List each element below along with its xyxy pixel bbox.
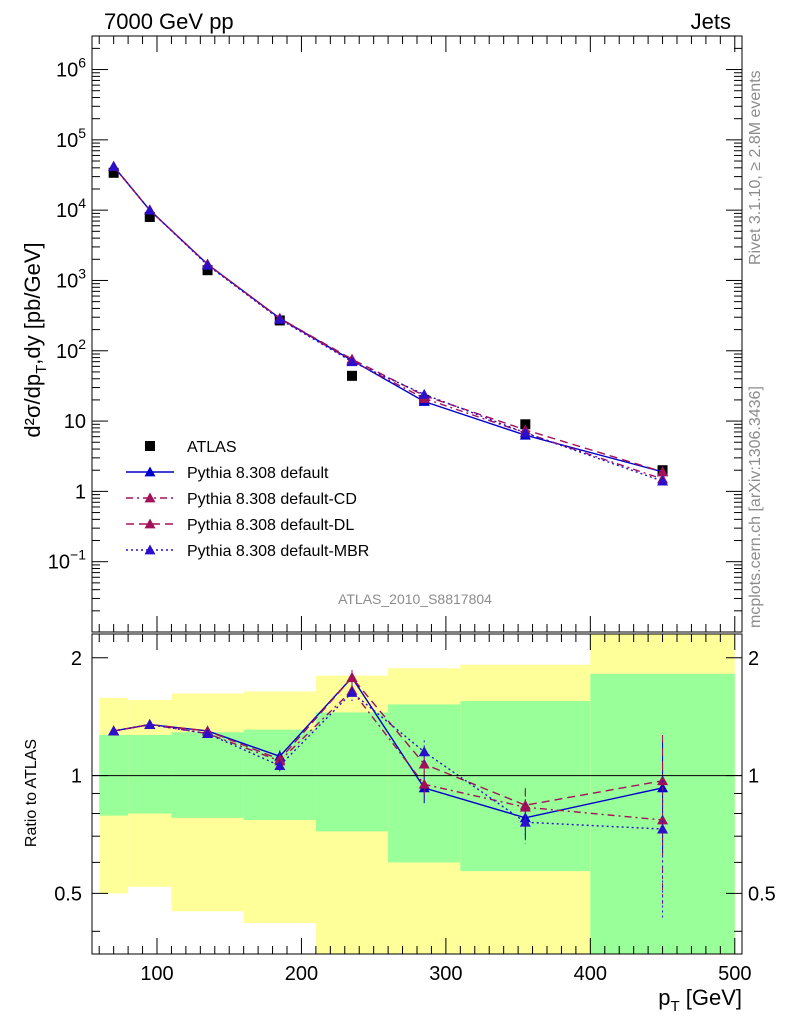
ratio-series-point [202, 728, 214, 739]
ratio-series-point [144, 719, 156, 729]
ratio-uncertainty-bands [99, 634, 735, 954]
green-band-1 [128, 734, 172, 814]
ratio-series-point [346, 687, 358, 697]
main-series-point [346, 356, 358, 367]
green-band-3 [243, 729, 316, 820]
atlas-data-point [347, 370, 357, 381]
ratio-ytick-label-right: 0.5 [748, 883, 776, 905]
ratio-panel-curves [108, 670, 669, 920]
main-ytick-label: 104 [56, 195, 86, 222]
header-right-label: Jets [691, 9, 731, 34]
x-axis-label: pT [GeV] [658, 985, 742, 1015]
ratio-series-point [418, 758, 430, 769]
xtick-label: 300 [429, 963, 462, 985]
main-series-0 [108, 167, 668, 476]
ratio-series-point [418, 778, 430, 789]
legend-item-3: Pythia 8.308 default-DL [126, 517, 354, 534]
rivet-version-label: Rivet 3.1.10, ≥ 2.8M events [747, 70, 764, 265]
xtick-label: 500 [718, 963, 751, 985]
legend-label: Pythia 8.308 default-CD [187, 491, 357, 508]
ratio-series-point [274, 753, 286, 764]
legend-item-4: Pythia 8.308 default-MBR [126, 543, 369, 560]
ratio-series-point [108, 725, 120, 736]
main-series-point [108, 160, 120, 171]
green-band-6 [460, 701, 591, 872]
main-series-point [657, 475, 669, 486]
ratio-ytick-label: 2 [71, 648, 82, 670]
main-series-3 [108, 160, 669, 477]
main-ytick-label: 1 [75, 481, 86, 503]
main-series-point [202, 259, 214, 270]
main-series-1 [108, 160, 669, 477]
main-ytick-label: 10−1 [48, 547, 86, 574]
legend-label: Pythia 8.308 default-MBR [187, 543, 369, 560]
main-ytick-label: 10 [64, 411, 86, 433]
legend-item-1: Pythia 8.308 default [126, 465, 329, 482]
main-series-4 [108, 160, 669, 486]
legend-item-2: Pythia 8.308 default-CD [126, 491, 357, 508]
legend-label: Pythia 8.308 default-DL [187, 517, 354, 534]
main-series-line [113, 165, 663, 482]
ratio-y-axis-label: Ratio to ATLAS [23, 739, 40, 847]
main-series-2 [108, 160, 669, 484]
green-band-4 [315, 712, 389, 832]
main-y-axis-label: d²σ/dpT,dy [pb/GeV] [20, 242, 50, 437]
ratio-ytick-label: 1 [71, 766, 82, 788]
legend: ATLAS Pythia 8.308 default Pythia 8.308 de… [126, 439, 369, 560]
main-series-line [113, 165, 663, 480]
main-panel-curves [108, 160, 669, 486]
legend-label: Pythia 8.308 default [187, 465, 329, 482]
legend-triangle-marker [144, 466, 156, 477]
main-series-point [418, 388, 430, 399]
ratio-ytick-label: 0.5 [54, 883, 82, 905]
main-series-point [657, 466, 669, 477]
ratio-series-point [346, 672, 358, 682]
main-series-point [519, 427, 531, 438]
atlas-data-point [202, 265, 213, 276]
atlas-data-point [108, 167, 119, 178]
main-series-point [144, 204, 156, 215]
legend-item-0: ATLAS [145, 439, 237, 456]
main-series-line [113, 165, 663, 473]
mcplots-label: mcplots.cern.ch [arXiv:1306.3436] [747, 386, 764, 628]
legend-triangle-marker [144, 492, 156, 503]
ratio-series-point [418, 746, 430, 757]
ratio-series-point [657, 823, 669, 834]
ratio-series-point [657, 775, 669, 786]
ratio-ytick-label-right: 2 [748, 648, 759, 670]
main-ytick-label: 103 [56, 265, 86, 292]
main-ytick-label: 106 [56, 55, 86, 82]
analysis-id-label: ATLAS_2010_S8817804 [338, 591, 492, 607]
main-ytick-label: 105 [56, 125, 86, 152]
atlas-data-point [520, 419, 531, 430]
main-series-line [113, 165, 663, 473]
ratio-ytick-label-right: 1 [748, 766, 759, 788]
ratio-series-point [519, 816, 531, 827]
header-left-label: 7000 GeV pp [104, 9, 234, 34]
ratio-series-point [274, 760, 286, 771]
main-ytick-label: 102 [56, 336, 86, 363]
xtick-label: 400 [574, 963, 607, 985]
legend-triangle-marker [144, 544, 156, 555]
axes-layer: 10−1 1 10 102 103 104 105 106 100 200 300 400 500 0.5… [48, 35, 776, 985]
atlas-data-point [144, 211, 155, 222]
legend-square-marker [145, 441, 155, 451]
legend-triangle-marker [144, 518, 156, 529]
legend-label: ATLAS [187, 439, 237, 456]
main-series-point [274, 313, 286, 324]
ratio-series-line [113, 691, 663, 830]
xtick-label: 100 [140, 963, 173, 985]
xtick-label: 200 [285, 963, 318, 985]
ratio-series-3 [108, 684, 669, 920]
green-band-2 [171, 732, 244, 818]
